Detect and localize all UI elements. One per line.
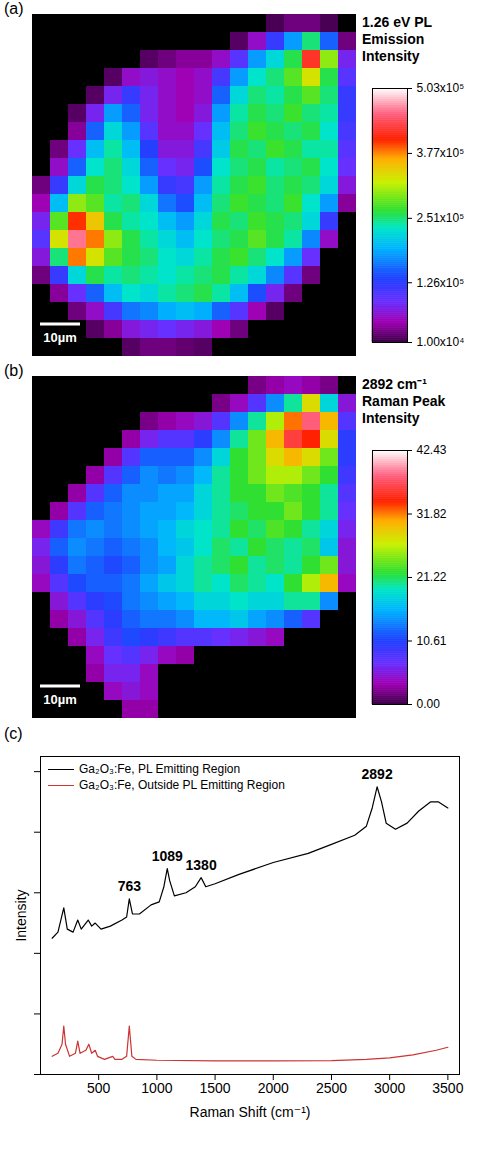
- html-text:1.26 eV PL: 1.26 eV PL: [362, 14, 432, 30]
- svg-text:3000: 3000: [374, 1080, 405, 1096]
- svg-text:3.77x10⁵: 3.77x10⁵: [417, 146, 465, 160]
- svg-text:763: 763: [118, 878, 142, 894]
- svg-text:1.26x10⁵: 1.26x10⁵: [417, 276, 465, 290]
- html-text:2892 cm⁻¹: 2892 cm⁻¹: [362, 376, 427, 392]
- svg-text:10.61: 10.61: [417, 634, 447, 648]
- svg-text:5.03x10⁵: 5.03x10⁵: [417, 81, 465, 95]
- html-text:Emission: Emission: [362, 31, 425, 47]
- html-text:Raman Peak: Raman Peak: [362, 393, 446, 409]
- svg-text:Intensity: Intensity: [13, 889, 29, 941]
- svg-text:1500: 1500: [200, 1080, 231, 1096]
- html-text:Intensity: Intensity: [362, 410, 420, 426]
- svg-text:500: 500: [87, 1080, 111, 1096]
- svg-text:1089: 1089: [152, 848, 183, 864]
- svg-text:2000: 2000: [258, 1080, 289, 1096]
- svg-text:2500: 2500: [316, 1080, 347, 1096]
- html-text:Ga₂O₃:Fe, Outside PL Emitting: Ga₂O₃:Fe, Outside PL Emitting Region: [79, 778, 285, 792]
- html-text:(a): (a): [4, 0, 24, 17]
- html-text:(c): (c): [4, 725, 23, 742]
- html-text:(b): (b): [4, 362, 24, 379]
- svg-text:0.00: 0.00: [417, 697, 441, 711]
- svg-text:10µm: 10µm: [43, 330, 77, 345]
- svg-text:2.51x10⁵: 2.51x10⁵: [417, 211, 465, 225]
- svg-text:42.43: 42.43: [417, 443, 447, 457]
- svg-text:1.00x10⁴: 1.00x10⁴: [417, 335, 465, 349]
- svg-text:21.22: 21.22: [417, 570, 447, 584]
- svg-text:10µm: 10µm: [43, 692, 77, 707]
- svg-text:3500: 3500: [432, 1080, 463, 1096]
- svg-text:2892: 2892: [362, 766, 393, 782]
- svg-text:31.82: 31.82: [417, 507, 447, 521]
- svg-text:1000: 1000: [141, 1080, 172, 1096]
- html-text:Intensity: Intensity: [362, 48, 420, 64]
- svg-text:Raman Shift (cm⁻¹): Raman Shift (cm⁻¹): [190, 1104, 311, 1120]
- html-text:Ga₂O₃:Fe, PL Emitting Region: Ga₂O₃:Fe, PL Emitting Region: [79, 762, 241, 776]
- svg-text:1380: 1380: [186, 857, 217, 873]
